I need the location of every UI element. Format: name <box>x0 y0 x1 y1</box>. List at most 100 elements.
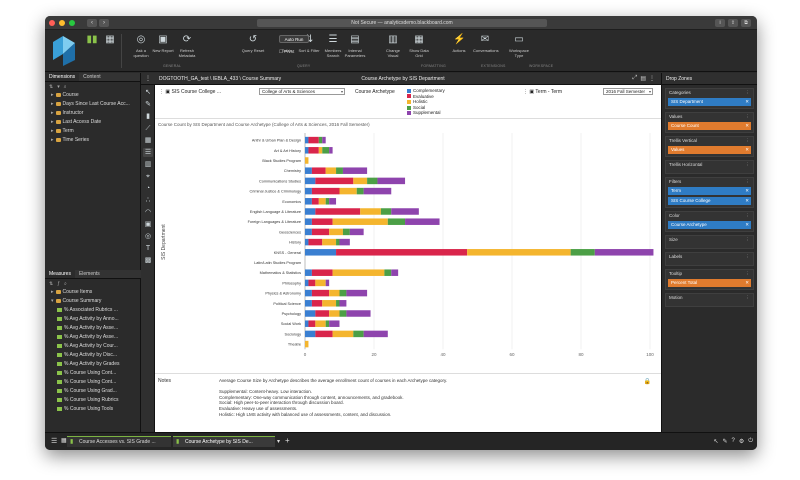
remove-icon[interactable]: ✕ <box>745 222 749 227</box>
chevron-down-icon[interactable]: ▾ <box>277 439 281 445</box>
measure-item[interactable]: % Avg Activity by Asse... <box>45 333 141 342</box>
empty-drop-area[interactable] <box>666 244 753 248</box>
empty-drop-area[interactable] <box>666 261 753 265</box>
crosstab-icon[interactable]: ▥ <box>144 161 152 168</box>
sort-icon[interactable]: ⇅ <box>49 83 54 90</box>
measure-item[interactable]: % Course Using Tools <box>45 405 141 414</box>
dimension-item[interactable]: ▸ Term <box>45 127 140 136</box>
expand-arrow-icon[interactable]: ▸ <box>51 110 54 116</box>
dimension-item[interactable]: ▸ Last Access Date <box>45 118 140 127</box>
members-search-button[interactable]: ☰ Members Search <box>321 34 345 58</box>
archetype-option-evaluative[interactable]: Evaluative <box>407 94 434 99</box>
zone-menu-icon[interactable]: ⋮ <box>745 114 751 119</box>
measure-item[interactable]: % Associated Rubrics ... <box>45 306 141 315</box>
globe-icon[interactable]: ◎ <box>144 233 152 240</box>
zone-menu-icon[interactable]: ⋮ <box>745 213 751 218</box>
tab-dimensions[interactable]: Dimensions <box>45 73 80 81</box>
pie-chart-icon[interactable]: ◔ <box>145 185 151 192</box>
tab-measures[interactable]: Measures <box>45 270 75 278</box>
expand-arrow-icon[interactable]: ▸ <box>51 101 54 107</box>
fullscreen-icon[interactable]: ⤢ <box>632 75 638 81</box>
grid-mode-icon[interactable]: ▦ <box>105 34 115 45</box>
help-icon[interactable]: ? <box>731 438 735 444</box>
share-icon[interactable]: ⇪ <box>728 19 738 27</box>
remove-icon[interactable]: ✕ <box>745 188 749 193</box>
hierarchy-icon[interactable]: ▾ <box>57 83 60 90</box>
dimension-item[interactable]: ▸ Instructor <box>45 109 140 118</box>
drop-zone-filters[interactable]: Filters ⋮ Term ✕ SIS Course College ✕ <box>665 177 754 208</box>
tab-elements[interactable]: Elements <box>78 271 100 277</box>
comment-icon[interactable]: ✎ <box>145 101 151 108</box>
zone-menu-icon[interactable]: ⋮ <box>745 179 751 184</box>
measure-item[interactable]: % Avg Activity by Cour... <box>45 342 141 351</box>
measure-item[interactable]: % Avg Activity by Asse... <box>45 324 141 333</box>
archetype-option-social[interactable]: Social <box>407 105 425 110</box>
tools-icon[interactable]: ✎ <box>722 439 728 445</box>
field-pill[interactable]: Term ✕ <box>668 187 751 195</box>
report-tree-icon[interactable]: ⋮ <box>145 76 151 82</box>
expand-arrow-icon[interactable]: ▾ <box>51 298 54 304</box>
zone-menu-icon[interactable]: ⋮ <box>745 237 751 242</box>
measure-item[interactable]: % Avg Activity by Disc... <box>45 351 141 360</box>
sis-college-select[interactable]: College of Arts & Sciences ▾ <box>259 88 345 95</box>
remove-icon[interactable]: ✕ <box>745 147 749 152</box>
field-pill[interactable]: Course Count ✕ <box>668 122 751 130</box>
pointer-icon[interactable]: ↖ <box>713 439 719 445</box>
map-icon[interactable]: ⌖ <box>146 173 150 180</box>
measure-folder[interactable]: ▾ Course Summary <box>45 297 141 306</box>
remove-icon[interactable]: ✕ <box>745 123 749 128</box>
save-icon[interactable]: ▤ <box>640 76 646 82</box>
drop-zone-size[interactable]: Size ⋮ <box>665 235 754 249</box>
remove-icon[interactable]: ✕ <box>745 280 749 285</box>
zone-menu-icon[interactable]: ⋮ <box>745 90 751 95</box>
tabs-icon[interactable]: ⧉ <box>741 19 751 27</box>
remove-icon[interactable]: ✕ <box>745 198 749 203</box>
archetype-option-supplemental[interactable]: Supplemental <box>407 110 441 115</box>
expand-arrow-icon[interactable]: ▸ <box>51 119 54 125</box>
expand-arrow-icon[interactable]: ▸ <box>51 92 54 98</box>
search-icon[interactable]: ⌕ <box>63 280 67 287</box>
field-pill[interactable]: Percent Total ✕ <box>668 279 751 287</box>
grid-icon[interactable]: ▦ <box>61 438 67 444</box>
show-data-grid-button[interactable]: ▦ Show Data Grid <box>407 34 431 58</box>
info-icon[interactable]: i <box>715 19 725 27</box>
archetype-option-complementary[interactable]: Complementary <box>407 88 445 93</box>
chart-mode-icon[interactable]: ▮▮ <box>86 34 98 45</box>
power-icon[interactable]: ⏻ <box>748 438 753 444</box>
scatter-icon[interactable]: ∴ <box>145 197 151 204</box>
back-arrow-icon[interactable]: ‹ <box>87 18 97 27</box>
measure-item[interactable]: % Course Using Rubrics <box>45 396 141 405</box>
drop-zone-trellis-vertical[interactable]: Trellis Vertical ⋮ Values ✕ <box>665 136 754 157</box>
conversations-button[interactable]: ✉ Conversations <box>473 34 499 53</box>
menu-icon[interactable]: ☰ <box>51 438 58 445</box>
empty-drop-area[interactable] <box>666 169 753 173</box>
field-pill[interactable]: SIS Course College ✕ <box>668 197 751 205</box>
drop-zone-color[interactable]: Color ⋮ Course Archetype ✕ <box>665 211 754 232</box>
remove-icon[interactable]: ✕ <box>745 99 749 104</box>
drop-zone-labels[interactable]: Labels ⋮ <box>665 252 754 266</box>
pivot-checkbox[interactable]: ☐ Pivot <box>279 49 295 54</box>
empty-drop-area[interactable] <box>666 302 753 306</box>
function-icon[interactable]: ƒ <box>57 280 60 287</box>
drop-zone-trellis-horizontal[interactable]: Trellis Horizontal ⋮ <box>665 160 754 174</box>
measure-item[interactable]: % Course Using Grad... <box>45 387 141 396</box>
add-tab-icon[interactable]: + <box>285 436 290 445</box>
expand-arrow-icon[interactable]: ▸ <box>51 289 54 295</box>
auto-run-toggle[interactable]: Auto Run <box>279 35 309 43</box>
actions-button[interactable]: ⚡ Actions <box>447 34 471 53</box>
zone-menu-icon[interactable]: ⋮ <box>745 138 751 143</box>
pointer-icon[interactable]: ↖ <box>145 89 151 96</box>
table-icon[interactable]: ▦ <box>144 137 152 144</box>
zone-menu-icon[interactable]: ⋮ <box>745 295 751 300</box>
forward-arrow-icon[interactable]: › <box>99 18 109 27</box>
lock-icon[interactable]: 🔒 <box>643 379 651 385</box>
term-select[interactable]: 2016 Fall Semester ▾ <box>603 88 653 95</box>
expand-arrow-icon[interactable]: ▸ <box>51 137 54 143</box>
dimension-item[interactable]: ▸ Days Since Last Course Acc... <box>45 100 140 109</box>
field-pill[interactable]: SIS Department ✕ <box>668 98 751 106</box>
drop-zone-values[interactable]: Values ⋮ Course Count ✕ <box>665 112 754 133</box>
field-pill[interactable]: Values ✕ <box>668 146 751 154</box>
close-window-button[interactable] <box>49 19 55 26</box>
archetype-option-holistic[interactable]: Holistic <box>407 99 428 104</box>
dimension-item[interactable]: ▸ Course <box>45 91 140 100</box>
